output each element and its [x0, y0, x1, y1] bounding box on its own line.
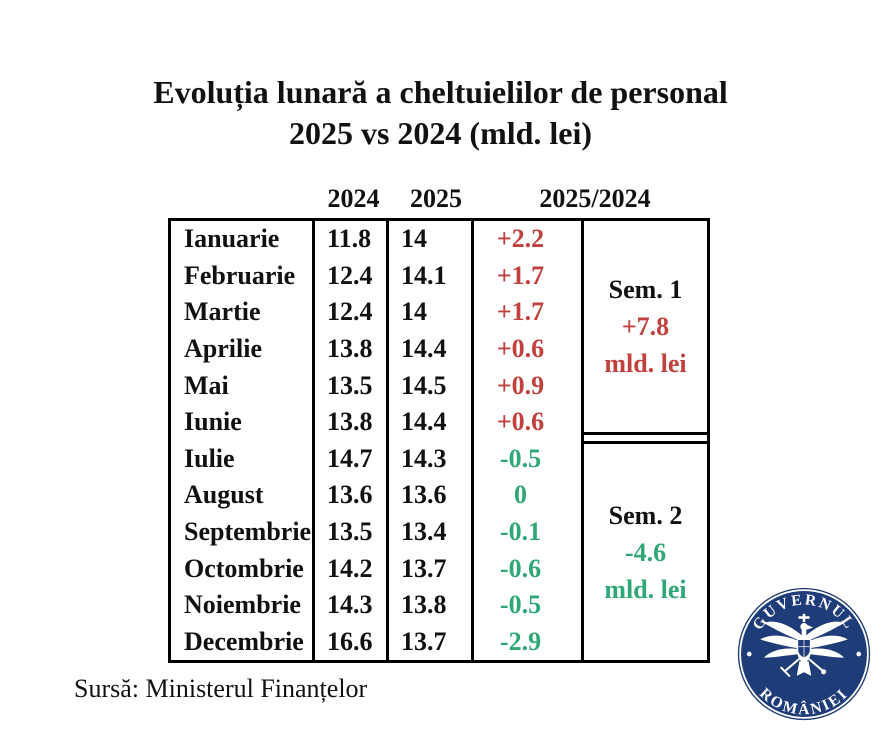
table-cell-2025: 14.4 — [401, 334, 447, 364]
column-headers: 2024 2025 2025/2024 — [168, 182, 710, 216]
table-cell-2025: 14.4 — [401, 407, 447, 437]
table-cell-month: Aprilie — [184, 334, 262, 364]
semester-2-value: -4.6 — [624, 537, 667, 567]
table-cell-2025: 13.7 — [401, 553, 447, 583]
table-cell-month: Iulie — [184, 443, 235, 473]
table-cell-month: Martie — [184, 297, 261, 327]
table-cell-diff: -0.5 — [499, 590, 542, 620]
eagle-emblem-icon — [760, 613, 848, 677]
table-cell-2024: 12.4 — [327, 260, 373, 290]
table-cell-2025: 13.4 — [401, 516, 447, 546]
source-caption: Sursă: Ministerul Finanțelor — [74, 674, 368, 703]
semester-2-panel: Sem. 2 -4.6 mld. lei — [584, 441, 707, 660]
table-cell-2025: 13.8 — [401, 590, 447, 620]
table-cell-diff: +0.6 — [496, 407, 545, 437]
table-cell-2025: 14 — [401, 224, 427, 254]
table-cell-diff: 0 — [514, 480, 527, 510]
column-header-spacer — [168, 182, 315, 216]
table-cell-2024: 14.7 — [327, 443, 373, 473]
values-2025-column: 14 14.1 14 14.4 14.5 14.4 14.3 13.6 13.4 13.7 13.8… — [389, 221, 474, 660]
table-cell-2025: 13.7 — [401, 626, 447, 656]
column-header-2025: 2025 — [410, 184, 462, 213]
semester-1-value: +7.8 — [621, 312, 670, 341]
page-title: Evoluția lunară a cheltuielilor de perso… — [0, 72, 881, 154]
table-cell-2024: 14.3 — [327, 590, 373, 620]
table-cell-2025: 14.1 — [401, 260, 447, 290]
semester-column: Sem. 1 +7.8 mld. lei Sem. 2 -4.6 mld. le… — [584, 221, 707, 660]
table-cell-month: Februarie — [184, 260, 296, 290]
table-cell-month: Decembrie — [184, 626, 304, 656]
title-line-2: 2025 vs 2024 (mld. lei) — [288, 115, 593, 151]
table-cell-2024: 11.8 — [327, 224, 372, 254]
table-cell-diff: -0.6 — [499, 553, 542, 583]
government-of-romania-logo: GUVERNUL ROMÂNIEI — [737, 587, 871, 721]
table-cell-diff: +1.7 — [496, 297, 545, 327]
table-cell-2024: 13.8 — [327, 334, 373, 364]
table-cell-diff: -2.9 — [499, 626, 542, 656]
table-cell-month: August — [184, 480, 264, 510]
table-cell-diff: -0.5 — [499, 443, 542, 473]
table-cell-diff: +1.7 — [496, 260, 545, 290]
semester-1-unit: mld. lei — [604, 349, 687, 378]
table-cell-month: Mai — [184, 370, 229, 400]
table-cell-2024: 16.6 — [327, 626, 373, 656]
table-cell-2025: 13.6 — [401, 480, 447, 510]
table-cell-diff: -0.1 — [499, 516, 542, 546]
semester-1-panel: Sem. 1 +7.8 mld. lei — [584, 221, 707, 435]
values-2024-column: 11.8 12.4 12.4 13.8 13.5 13.8 14.7 13.6 13.5 14.2… — [315, 221, 389, 660]
difference-column: +2.2 +1.7 +1.7 +0.6 +0.9 +0.6 -0.5 0 -0.1 -0.6 -0.… — [474, 221, 584, 660]
table-cell-diff: +0.6 — [496, 334, 545, 364]
table-cell-2025: 14.3 — [401, 443, 447, 473]
table-cell-month: Octombrie — [184, 553, 304, 583]
table-cell-month: Ianuarie — [184, 224, 280, 254]
table-cell-2024: 12.4 — [327, 297, 373, 327]
table-cell-diff: +0.9 — [496, 370, 545, 400]
table-cell-2024: 13.6 — [327, 480, 373, 510]
table-cell-2024: 13.5 — [327, 370, 373, 400]
column-header-2024: 2024 — [327, 184, 380, 213]
monthly-expenses-table: Ianuarie Februarie Martie Aprilie Mai Iunie Iu… — [168, 218, 710, 663]
logo-left-dot-icon — [746, 651, 752, 657]
logo-ring — [739, 589, 869, 719]
semester-2-unit: mld. lei — [604, 574, 687, 604]
table-cell-month: Noiembrie — [184, 590, 301, 620]
title-line-1: Evoluția lunară a cheltuielilor de perso… — [153, 74, 728, 110]
table-cell-2024: 13.5 — [327, 516, 373, 546]
column-header-ratio: 2025/2024 — [539, 184, 651, 213]
table-cell-2024: 13.8 — [327, 407, 373, 437]
table-cell-month: Septembrie — [184, 516, 312, 546]
table-cell-2024: 14.2 — [327, 553, 373, 583]
table-cell-2025: 14 — [401, 297, 427, 327]
table-cell-month: Iunie — [184, 407, 242, 437]
table-cell-2025: 14.5 — [401, 370, 447, 400]
semester-2-label: Sem. 2 — [608, 500, 683, 530]
semester-1-label: Sem. 1 — [608, 275, 683, 304]
month-column: Ianuarie Februarie Martie Aprilie Mai Iunie Iu… — [171, 221, 315, 660]
table-cell-diff: +2.2 — [496, 224, 545, 254]
logo-right-dot-icon — [856, 651, 862, 657]
